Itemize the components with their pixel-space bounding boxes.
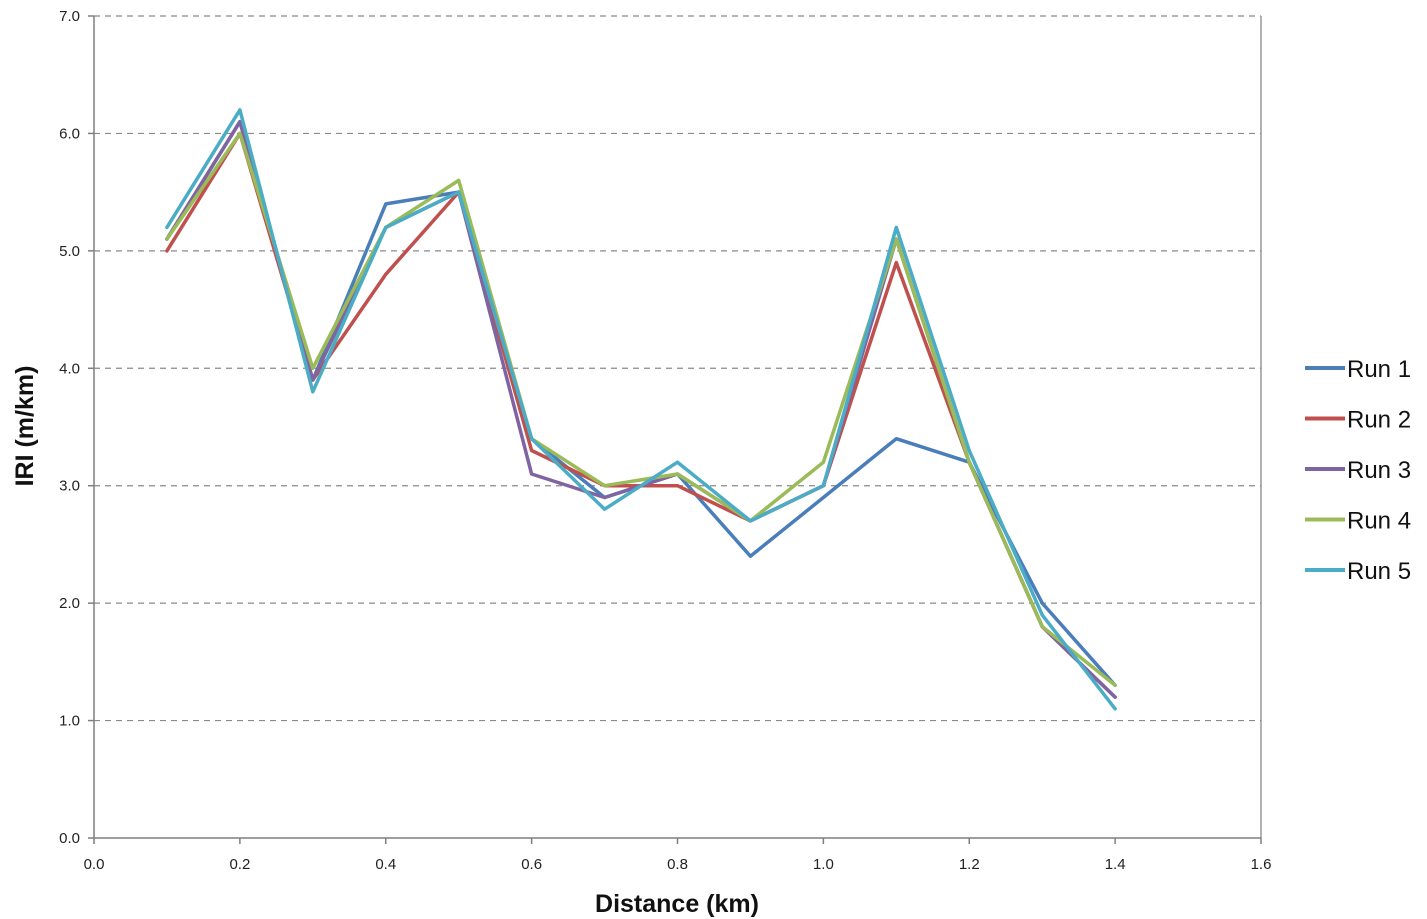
x-tick-label: 0.2: [229, 856, 250, 873]
x-tick-label: 0.0: [84, 856, 105, 873]
y-tick-label: 5.0: [59, 243, 80, 260]
x-axis-title: Distance (km): [595, 890, 759, 918]
x-tick-label: 1.2: [959, 856, 980, 873]
y-axis-title: IRI (m/km): [11, 366, 39, 487]
y-tick-label: 3.0: [59, 478, 80, 495]
tick-labels: 0.0 1.0 2.0 3.0 4.0 5.0 6.0 7.0 0.0 0.2 0.4 0.6 0.8 1…: [59, 8, 1271, 873]
x-tick-label: 0.4: [375, 856, 396, 873]
y-tick-label: 6.0: [59, 125, 80, 142]
y-tick-label: 0.0: [59, 830, 80, 847]
legend-entry-run-5: Run 5: [1305, 558, 1411, 585]
y-tick-label: 4.0: [59, 360, 80, 377]
y-tick-label: 7.0: [59, 8, 80, 25]
legend-label: Run 1: [1347, 356, 1411, 383]
axes: [88, 15, 1262, 844]
legend-label: Run 4: [1347, 508, 1411, 535]
legend: Run 1 Run 2 Run 3 Run 4 Run 5: [1305, 356, 1411, 585]
x-tick-label: 1.4: [1105, 856, 1126, 873]
legend-label: Run 5: [1347, 558, 1411, 585]
y-tick-label: 2.0: [59, 595, 80, 612]
x-tick-label: 0.6: [521, 856, 542, 873]
legend-label: Run 3: [1347, 457, 1411, 484]
y-tick-label: 1.0: [59, 713, 80, 730]
series-line-run-2: [165, 131, 1117, 699]
x-tick-label: 1.6: [1251, 856, 1272, 873]
series-line-run-3: [165, 119, 1117, 699]
legend-label: Run 2: [1347, 407, 1411, 434]
legend-entry-run-3: Run 3: [1305, 457, 1411, 484]
legend-entry-run-4: Run 4: [1305, 508, 1411, 535]
series-lines: [165, 108, 1117, 711]
series-line-run-1: [165, 119, 1117, 688]
x-tick-label: 1.0: [813, 856, 834, 873]
series-line-run-5: [165, 108, 1117, 711]
gridlines: [94, 15, 1261, 722]
legend-entry-run-1: Run 1: [1305, 356, 1411, 383]
series-line-run-4: [165, 131, 1117, 688]
legend-entry-run-2: Run 2: [1305, 407, 1411, 434]
x-tick-label: 0.8: [667, 856, 688, 873]
